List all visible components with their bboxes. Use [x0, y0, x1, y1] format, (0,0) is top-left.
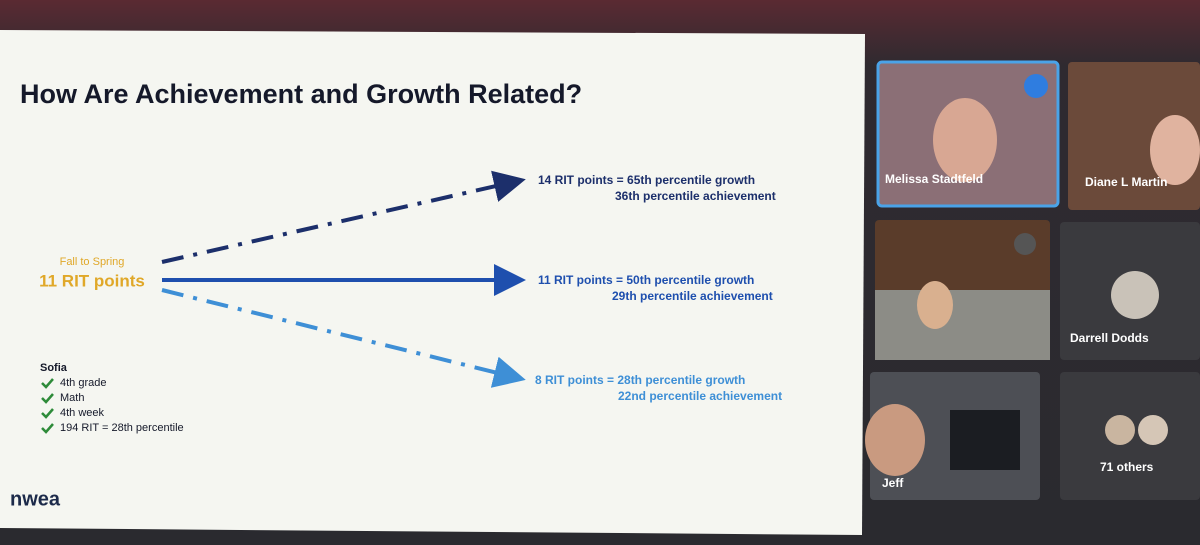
participant-name: Melissa Stadtfeld — [885, 172, 983, 186]
face — [933, 98, 997, 182]
counter — [875, 290, 1050, 360]
face — [1150, 115, 1200, 185]
participant-name: Jeff — [882, 476, 904, 490]
start-points: 11 RIT points — [39, 271, 145, 290]
student-items: 4th grade Math 4th week 194 RIT = 28th perc… — [41, 377, 184, 434]
student-item: 194 RIT = 28th percentile — [60, 422, 184, 434]
logo: nwea — [10, 488, 61, 510]
arrow-high — [161, 170, 526, 264]
participant-name: Darrell Dodds — [1070, 331, 1149, 345]
student-item: 4th week — [60, 407, 105, 419]
outcome-growth: 8 RIT points = 28th percentile growth — [535, 373, 745, 387]
student-item: 4th grade — [60, 377, 106, 389]
student-item: Math — [60, 392, 84, 404]
monitor — [950, 410, 1020, 470]
start-period: Fall to Spring — [60, 256, 125, 268]
outcome-achievement: 29th percentile achievement — [612, 289, 773, 303]
avatar — [1138, 415, 1168, 445]
outcome-achievement: 22nd percentile achievement — [618, 389, 782, 403]
student-name: Sofia — [40, 362, 68, 374]
arrow-low — [161, 288, 526, 388]
check-icon — [41, 423, 54, 434]
avatar — [1111, 271, 1159, 319]
check-icon — [41, 408, 54, 419]
others-count[interactable]: 71 others — [1100, 460, 1154, 474]
outcome-growth: 14 RIT points = 65th percentile growth — [538, 173, 755, 187]
outcome-achievement: 36th percentile achievement — [615, 189, 776, 203]
face — [865, 404, 925, 476]
slide-title: How Are Achievement and Growth Related? — [20, 79, 582, 109]
face — [917, 281, 953, 329]
slide — [0, 30, 865, 535]
check-icon — [41, 393, 54, 404]
participant-name: Diane L Martin — [1085, 175, 1167, 189]
outcome-growth: 11 RIT points = 50th percentile growth — [538, 273, 754, 287]
avatar — [1105, 415, 1135, 445]
speaking-icon — [1024, 74, 1048, 98]
check-icon — [41, 378, 54, 389]
mute-icon — [1014, 233, 1036, 255]
